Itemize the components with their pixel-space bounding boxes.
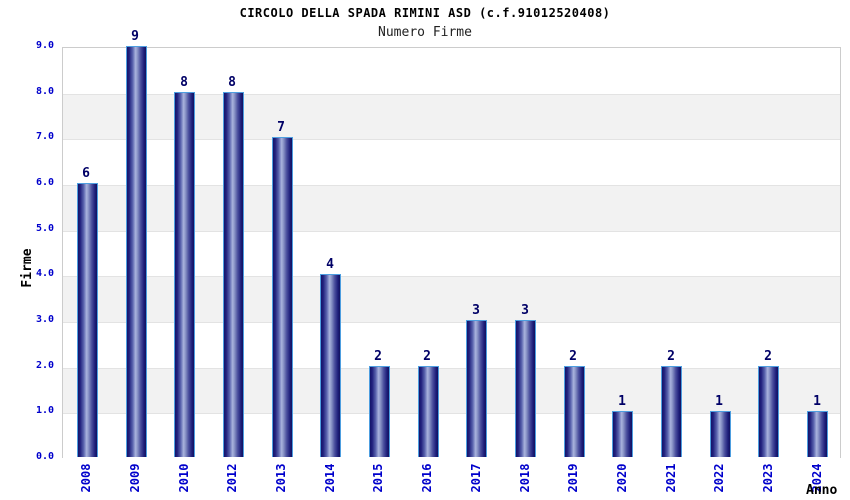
y-tick-label: 9.0 — [35, 40, 54, 51]
y-tick-label: 4.0 — [35, 268, 54, 280]
y-tick-label: 5.0 — [35, 222, 54, 234]
x-tick-label-2014: 2014 — [323, 463, 337, 493]
bar-2014 — [320, 274, 341, 457]
bar-value-label: 1 — [715, 394, 723, 409]
y-tick-label: 6.0 — [35, 177, 54, 188]
bar-value-label: 4 — [326, 257, 334, 272]
bar-value-label: 1 — [813, 394, 821, 409]
y-tick-label: 2.0 — [35, 359, 54, 371]
y-tick-label: 1.0 — [35, 405, 54, 417]
x-tick-label-2022: 2022 — [712, 463, 726, 493]
bar-2010 — [174, 92, 195, 457]
x-tick-label-2020: 2020 — [615, 463, 629, 493]
x-tick-label-2013: 2013 — [274, 463, 288, 493]
bar-2018 — [515, 320, 536, 457]
bar-value-label: 2 — [423, 349, 431, 364]
x-tick-label-2017: 2017 — [469, 463, 483, 493]
bar-2019 — [564, 366, 585, 457]
bar-2015 — [369, 366, 390, 457]
x-axis-title: Anno — [806, 483, 838, 498]
bar-2022 — [710, 411, 731, 457]
x-tick-label-2010: 2010 — [177, 463, 191, 493]
chart-subtitle: Numero Firme — [378, 25, 472, 40]
x-tick-label-2018: 2018 — [518, 463, 532, 493]
x-tick-label-2015: 2015 — [371, 463, 385, 493]
bar-2021 — [661, 366, 682, 457]
x-tick-label-2019: 2019 — [566, 463, 580, 493]
y-tick-label: 3.0 — [35, 314, 54, 325]
bar-2013 — [272, 137, 293, 457]
x-tick-label-2008: 2008 — [79, 463, 93, 493]
bar-value-label: 6 — [82, 166, 90, 181]
grid-band — [63, 48, 840, 94]
bar-2016 — [418, 366, 439, 457]
bar-value-label: 8 — [180, 75, 188, 90]
bar-value-label: 2 — [764, 349, 772, 364]
x-tick-label-2012: 2012 — [225, 463, 239, 493]
x-tick-label-2021: 2021 — [664, 463, 678, 493]
y-axis-title: Firme — [20, 248, 35, 288]
bar-value-label: 2 — [569, 349, 577, 364]
bar-2020 — [612, 411, 633, 457]
bar-2009 — [126, 46, 147, 457]
y-tick-label: 0.0 — [35, 451, 54, 462]
bar-value-label: 2 — [374, 349, 382, 364]
bar-value-label: 7 — [277, 120, 285, 135]
chart-title: CIRCOLO DELLA SPADA RIMINI ASD (c.f.9101… — [239, 6, 611, 20]
bar-value-label: 8 — [228, 75, 236, 90]
x-tick-label-2009: 2009 — [128, 463, 142, 493]
bar-2024 — [807, 411, 828, 457]
bar-2023 — [758, 366, 779, 457]
bar-value-label: 1 — [618, 394, 626, 409]
plot-area — [62, 46, 841, 459]
y-tick-label: 7.0 — [35, 131, 54, 143]
bar-value-label: 2 — [667, 349, 675, 364]
bar-value-label: 9 — [131, 29, 139, 44]
bar-value-label: 3 — [521, 303, 529, 318]
y-tick-label: 8.0 — [35, 85, 54, 97]
bar-2017 — [466, 320, 487, 457]
x-tick-label-2016: 2016 — [420, 463, 434, 493]
bar-2008 — [77, 183, 98, 457]
bar-value-label: 3 — [472, 303, 480, 318]
bar-2012 — [223, 92, 244, 457]
x-tick-label-2023: 2023 — [761, 463, 775, 493]
